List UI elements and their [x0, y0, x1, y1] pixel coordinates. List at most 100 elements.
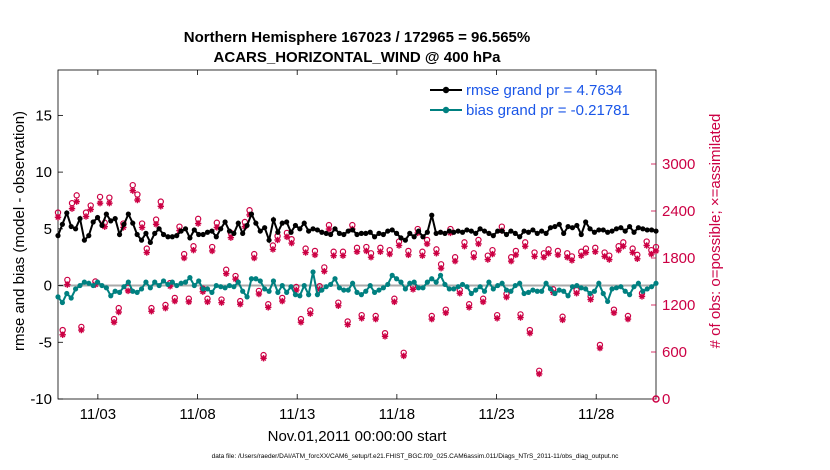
rmse-point	[389, 227, 395, 233]
obs-assimilated-point	[456, 290, 463, 297]
obs-assimilated-stroke	[87, 206, 94, 213]
bias-point	[147, 285, 153, 291]
bias-point	[275, 289, 281, 295]
x-tick-label: 11/08	[179, 406, 215, 423]
obs-assimilated-stroke	[288, 240, 295, 246]
obs-assimilated-stroke	[634, 256, 641, 262]
bias-point	[86, 280, 92, 286]
obs-assimilated-stroke	[583, 249, 589, 256]
bias-point	[314, 292, 321, 298]
obs-assimilated-point	[335, 302, 342, 309]
obs-assimilated-stroke	[115, 309, 122, 315]
bias-point	[503, 287, 510, 293]
bias-point	[213, 282, 219, 289]
rmse-point	[178, 228, 184, 234]
rmse-point	[270, 217, 277, 223]
obs-assimilated-stroke	[330, 252, 337, 259]
obs-assimilated-stroke	[167, 283, 173, 289]
rmse-point	[556, 221, 562, 227]
obs-assimilated-stroke	[457, 290, 463, 296]
obs-assimilated-point	[540, 254, 548, 261]
x-tick-label: 11/13	[279, 406, 315, 423]
bias-point	[169, 279, 175, 285]
bias-point	[640, 288, 646, 294]
rmse-point	[275, 229, 281, 235]
obs-assimilated-point	[363, 247, 370, 255]
obs-assimilated-stroke	[302, 249, 309, 256]
obs-assimilated-stroke	[279, 298, 285, 304]
obs-assimilated-stroke	[410, 286, 416, 293]
bias-point	[402, 286, 408, 292]
rmse-point	[499, 228, 505, 234]
obs-assimilated-point	[442, 309, 449, 317]
obs-assimilated-point	[652, 247, 660, 255]
obs-assimilated-stroke	[517, 314, 524, 321]
bias-point	[649, 284, 655, 290]
rmse-point	[411, 234, 417, 240]
bias-point	[591, 288, 598, 294]
obs-assimilated-point	[143, 249, 150, 256]
obs-assimilated-stroke	[265, 304, 271, 311]
obs-possible-point	[106, 194, 113, 201]
y-right-tick-label: 3000	[662, 156, 695, 173]
bias-point	[609, 286, 615, 292]
legend-swatch-marker	[442, 86, 450, 94]
chart-title: Northern Hemisphere 167023 / 172965 = 96…	[184, 29, 530, 66]
obs-assimilated-point	[526, 330, 534, 337]
rmse-point	[68, 223, 74, 230]
obs-assimilated-stroke	[344, 321, 351, 328]
obs-assimilated-stroke	[186, 299, 192, 305]
bias-point	[574, 282, 580, 289]
obs-assimilated-stroke	[391, 299, 398, 305]
obs-assimilated-stroke	[419, 252, 426, 259]
obs-assimilated-point	[517, 314, 524, 321]
obs-assimilated-point	[110, 319, 118, 326]
bias-point	[627, 292, 633, 298]
rmse-point	[244, 222, 250, 229]
obs-assimilated-stroke	[386, 251, 393, 257]
rmse-point	[618, 225, 624, 231]
bias-point	[116, 289, 123, 295]
obs-assimilated-stroke	[653, 248, 659, 254]
obs-assimilated-point	[283, 233, 291, 241]
rmse-point	[266, 237, 272, 243]
bias-point	[143, 279, 149, 285]
rmse-point	[605, 229, 611, 235]
obs-assimilated-point	[405, 251, 412, 259]
bias-point	[481, 288, 488, 294]
title-line-2: ACARS_HORIZONTAL_WIND @ 400 hPa	[214, 49, 502, 66]
bias-point	[262, 286, 268, 292]
bias-point	[297, 293, 303, 299]
rmse-point	[627, 223, 633, 230]
obs-assimilated-point	[265, 304, 272, 311]
obs-assimilated-stroke	[368, 254, 374, 260]
rmse-point	[350, 227, 356, 233]
obs-assimilated-point	[643, 242, 650, 249]
rmse-point	[613, 226, 620, 232]
rmse-point	[191, 227, 197, 233]
bias-point	[631, 284, 637, 290]
obs-assimilated-point	[507, 257, 515, 265]
rmse-point	[160, 231, 167, 238]
rmse-point	[583, 219, 589, 225]
bias-point	[253, 276, 259, 282]
rmse-point	[253, 220, 259, 226]
bias-point	[525, 289, 532, 295]
bias-point	[635, 280, 642, 286]
x-axis-label: Nov.01,2011 00:00:00 start	[268, 428, 448, 445]
obs-assimilated-point	[461, 243, 468, 250]
bias-point	[411, 279, 417, 285]
rmse-point	[358, 230, 364, 236]
obs-assimilated-point	[274, 236, 281, 244]
bias-point	[464, 284, 470, 290]
rmse-point	[508, 228, 514, 234]
rmse-point	[473, 230, 479, 236]
obs-possible-point	[134, 191, 141, 198]
rmse-point	[152, 230, 158, 236]
bias-point	[99, 282, 105, 289]
obs-assimilated-stroke	[312, 252, 318, 258]
rmse-point	[552, 223, 558, 230]
bias-point	[226, 282, 233, 289]
obs-assimilated-point	[423, 240, 431, 248]
rmse-point	[376, 230, 382, 236]
